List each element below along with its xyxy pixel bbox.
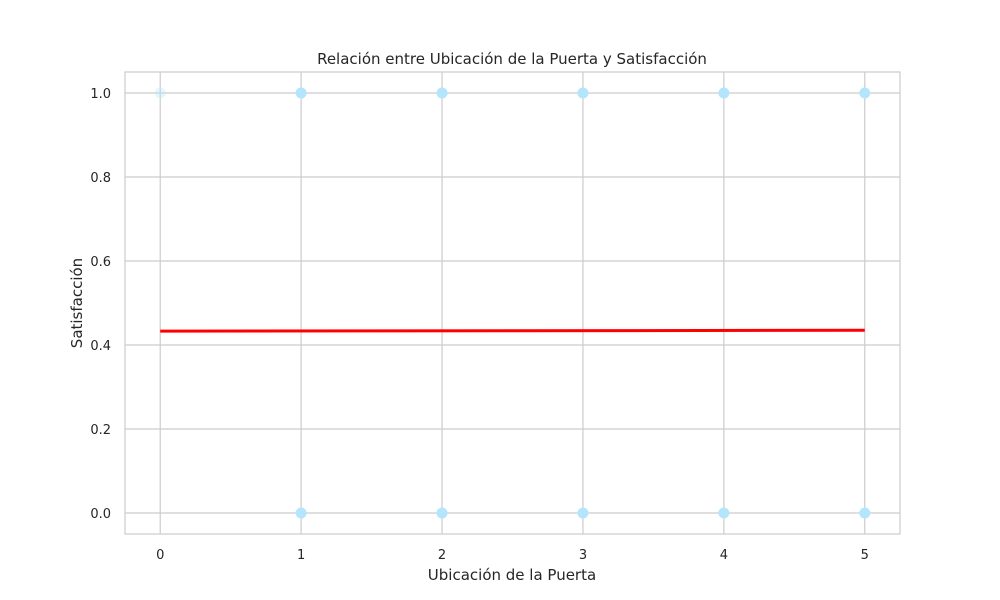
x-axis-label: Ubicación de la Puerta <box>428 566 596 584</box>
plot-frame <box>124 71 901 535</box>
data-point-4 <box>718 87 730 99</box>
data-point-6 <box>295 507 307 519</box>
data-point-1 <box>295 87 307 99</box>
data-point-9 <box>718 507 730 519</box>
x-tick-label-3: 3 <box>579 548 587 563</box>
scatter-points <box>154 87 871 519</box>
data-point-0 <box>154 87 166 99</box>
y-tick-label-4: 0.8 <box>90 171 111 186</box>
chart-title: Relación entre Ubicación de la Puerta y … <box>317 50 707 68</box>
y-tick-label-5: 1.0 <box>90 87 111 102</box>
data-point-7 <box>436 507 448 519</box>
x-tick-label-0: 0 <box>156 548 164 563</box>
x-tick-label-2: 2 <box>438 548 446 563</box>
y-tick-label-0: 0.0 <box>90 507 111 522</box>
y-tick-labels: 0.0 0.2 0.4 0.6 0.8 1.0 <box>90 87 111 522</box>
data-point-8 <box>577 507 589 519</box>
y-axis-label: Satisfacción <box>68 258 86 348</box>
x-tick-label-5: 5 <box>861 548 869 563</box>
trend-line-group <box>160 328 865 333</box>
data-point-10 <box>859 507 871 519</box>
data-point-3 <box>577 87 589 99</box>
y-tick-label-1: 0.2 <box>90 423 111 438</box>
data-point-2 <box>436 87 448 99</box>
x-tick-label-1: 1 <box>297 548 305 563</box>
trend-line <box>160 328 865 333</box>
y-tick-label-2: 0.4 <box>90 339 111 354</box>
x-tick-label-4: 4 <box>720 548 728 563</box>
x-tick-labels: 0 1 2 3 4 5 <box>156 548 869 563</box>
grid-lines <box>125 72 900 534</box>
y-tick-label-3: 0.6 <box>90 255 111 270</box>
data-point-5 <box>859 87 871 99</box>
